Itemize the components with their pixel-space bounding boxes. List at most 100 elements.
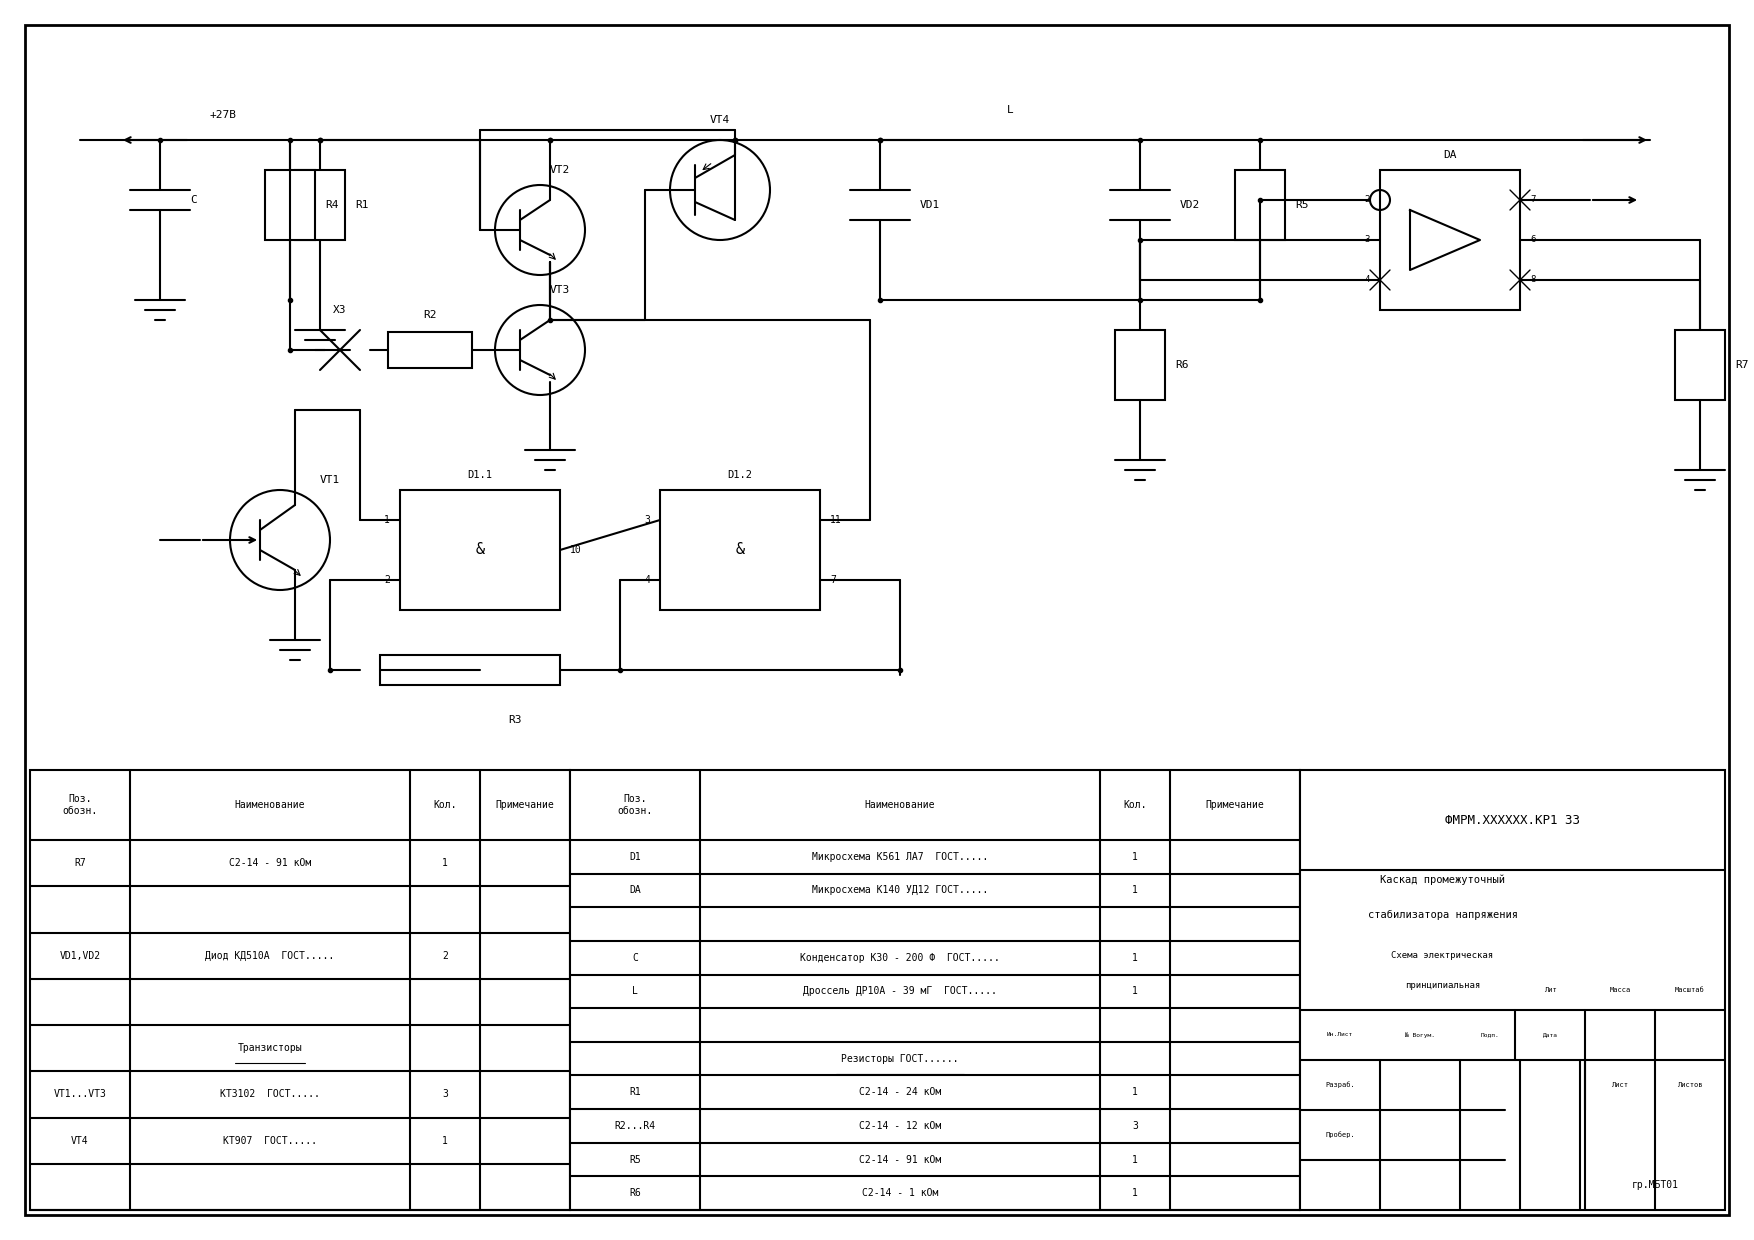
Text: 7: 7 xyxy=(1529,196,1535,205)
Text: Диод КД510А  ГОСТ.....: Диод КД510А ГОСТ..... xyxy=(205,951,335,961)
Text: L: L xyxy=(631,986,638,997)
Text: VT4: VT4 xyxy=(710,115,730,125)
Text: R7: R7 xyxy=(1735,360,1749,370)
Text: VT3: VT3 xyxy=(549,285,570,295)
Text: Конденсатор К30 - 200 Ф  ГОСТ.....: Конденсатор К30 - 200 Ф ГОСТ..... xyxy=(800,952,1000,962)
Text: D1.1: D1.1 xyxy=(468,470,493,480)
Text: VT1...VT3: VT1...VT3 xyxy=(54,1090,107,1100)
Text: 1: 1 xyxy=(1131,1188,1138,1198)
Text: Разраб.: Разраб. xyxy=(1324,1081,1354,1089)
Text: Лит: Лит xyxy=(1544,987,1556,993)
Bar xyxy=(660,490,821,610)
Bar xyxy=(295,170,346,241)
Text: Подп.: Подп. xyxy=(1480,1033,1500,1038)
Text: № Вогум.: № Вогум. xyxy=(1405,1032,1435,1038)
Text: R2...R4: R2...R4 xyxy=(614,1121,656,1131)
Text: +27В: +27В xyxy=(210,110,237,120)
Text: R4: R4 xyxy=(324,200,339,210)
Text: R1: R1 xyxy=(354,200,368,210)
Text: Микросхема К140 УД12 ГОСТ.....: Микросхема К140 УД12 ГОСТ..... xyxy=(812,885,988,895)
Text: ФМРМ.ХХХХХХ.КР1 ЗЗ: ФМРМ.ХХХХХХ.КР1 ЗЗ xyxy=(1445,813,1580,827)
Text: Схема электрическая: Схема электрическая xyxy=(1391,951,1494,960)
Text: принципиальная: принципиальная xyxy=(1405,981,1480,990)
Polygon shape xyxy=(1110,190,1170,219)
Text: Ин.Лист: Ин.Лист xyxy=(1326,1033,1352,1038)
Text: Каскад промежуточный: Каскад промежуточный xyxy=(1380,874,1505,885)
Text: DA: DA xyxy=(1444,150,1458,160)
Text: Примечание: Примечание xyxy=(496,800,554,810)
Text: 7: 7 xyxy=(830,575,837,585)
Text: 1: 1 xyxy=(1131,1154,1138,1164)
Text: VD1,VD2: VD1,VD2 xyxy=(60,951,100,961)
Text: 3: 3 xyxy=(1131,1121,1138,1131)
Text: 3: 3 xyxy=(1365,236,1370,244)
Text: Наименование: Наименование xyxy=(235,800,305,810)
Text: гр.МБТ01: гр.МБТ01 xyxy=(1631,1180,1679,1190)
Text: R6: R6 xyxy=(630,1188,640,1198)
Text: VD2: VD2 xyxy=(1180,200,1200,210)
Text: 1: 1 xyxy=(1131,885,1138,895)
Text: Дроссель ДР10А - 39 мГ  ГОСТ.....: Дроссель ДР10А - 39 мГ ГОСТ..... xyxy=(803,986,996,997)
Bar xyxy=(265,170,316,241)
Text: Примечание: Примечание xyxy=(1205,800,1265,810)
Polygon shape xyxy=(851,190,910,219)
Bar xyxy=(388,332,472,368)
Text: L: L xyxy=(1007,105,1014,115)
Text: Резисторы ГОСТ......: Резисторы ГОСТ...... xyxy=(842,1054,959,1064)
Text: VD1: VD1 xyxy=(921,200,940,210)
Text: R2: R2 xyxy=(423,310,437,320)
Text: R6: R6 xyxy=(1175,360,1189,370)
Text: Кол.: Кол. xyxy=(1123,800,1147,810)
Text: DA: DA xyxy=(630,885,640,895)
Text: Пробер.: Пробер. xyxy=(1324,1132,1354,1138)
Text: VT4: VT4 xyxy=(72,1136,89,1146)
Bar xyxy=(400,490,560,610)
Text: С2-14 - 91 кОм: С2-14 - 91 кОм xyxy=(859,1154,942,1164)
Text: 10: 10 xyxy=(570,546,582,556)
Text: С2-14 - 12 кОм: С2-14 - 12 кОм xyxy=(859,1121,942,1131)
Text: Микросхема К561 ЛА7  ГОСТ.....: Микросхема К561 ЛА7 ГОСТ..... xyxy=(812,852,988,862)
Text: Кол.: Кол. xyxy=(433,800,456,810)
Text: C: C xyxy=(189,195,196,205)
Bar xyxy=(1300,770,1724,1210)
Text: С2-14 - 24 кОм: С2-14 - 24 кОм xyxy=(859,1087,942,1097)
Text: &: & xyxy=(735,542,744,558)
Bar xyxy=(1235,170,1286,241)
Text: 11: 11 xyxy=(830,515,842,525)
Text: Листов: Листов xyxy=(1677,1083,1703,1087)
Text: C: C xyxy=(631,952,638,962)
Text: 1: 1 xyxy=(1131,1087,1138,1097)
Text: Транзисторы: Транзисторы xyxy=(239,1043,302,1053)
Text: 2: 2 xyxy=(1365,196,1370,205)
Text: 4: 4 xyxy=(644,575,651,585)
Text: D1: D1 xyxy=(630,852,640,862)
Text: VT1: VT1 xyxy=(319,475,340,485)
Text: 1: 1 xyxy=(384,515,389,525)
Text: 3: 3 xyxy=(644,515,651,525)
Bar xyxy=(30,770,570,1210)
Text: 1: 1 xyxy=(442,1136,447,1146)
Text: Лист: Лист xyxy=(1612,1083,1628,1087)
Text: 4: 4 xyxy=(1365,275,1370,284)
Text: R1: R1 xyxy=(630,1087,640,1097)
Text: Х3: Х3 xyxy=(333,305,347,315)
Text: VT2: VT2 xyxy=(549,165,570,175)
Text: Поз.
обозн.: Поз. обозн. xyxy=(617,794,652,816)
Bar xyxy=(570,770,1300,1210)
Bar xyxy=(1116,330,1165,401)
Text: 1: 1 xyxy=(1131,986,1138,997)
Text: R7: R7 xyxy=(74,858,86,868)
Text: Наименование: Наименование xyxy=(865,800,935,810)
Text: 8: 8 xyxy=(1529,275,1535,284)
Text: 2: 2 xyxy=(442,951,447,961)
Text: 1: 1 xyxy=(1131,852,1138,862)
Text: 2: 2 xyxy=(384,575,389,585)
Text: R5: R5 xyxy=(1294,200,1308,210)
Text: &: & xyxy=(475,542,484,558)
Text: D1.2: D1.2 xyxy=(728,470,752,480)
Text: 3: 3 xyxy=(442,1090,447,1100)
Text: стабилизатора напряжения: стабилизатора напряжения xyxy=(1368,910,1517,920)
Text: Поз.
обозн.: Поз. обозн. xyxy=(63,794,98,816)
Bar xyxy=(381,655,560,684)
Bar xyxy=(1380,170,1521,310)
